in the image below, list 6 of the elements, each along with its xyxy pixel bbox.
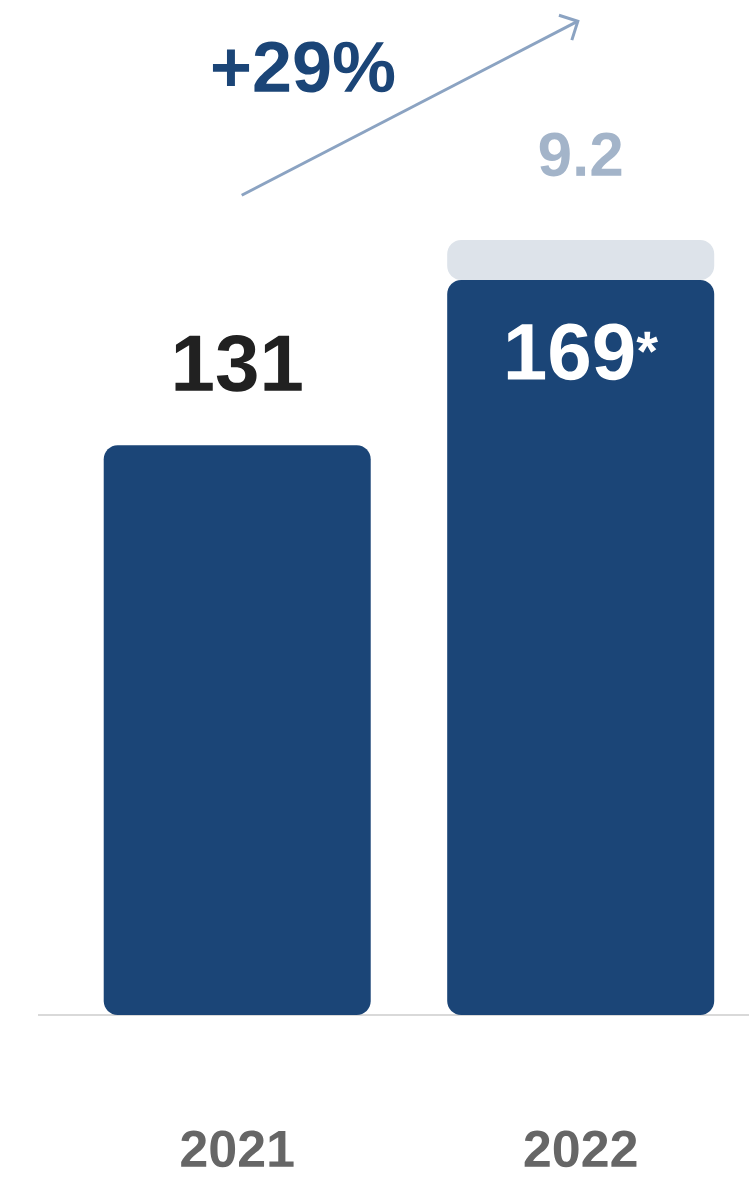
x-tick-label: 2021 xyxy=(181,1130,294,1168)
data-label: 169$^{*}$ xyxy=(507,323,659,381)
data-label: 9.2 xyxy=(539,132,622,177)
x-tick-label: 2022 xyxy=(524,1130,637,1168)
text: +29% xyxy=(212,41,395,93)
data-label: 131 xyxy=(175,334,302,392)
